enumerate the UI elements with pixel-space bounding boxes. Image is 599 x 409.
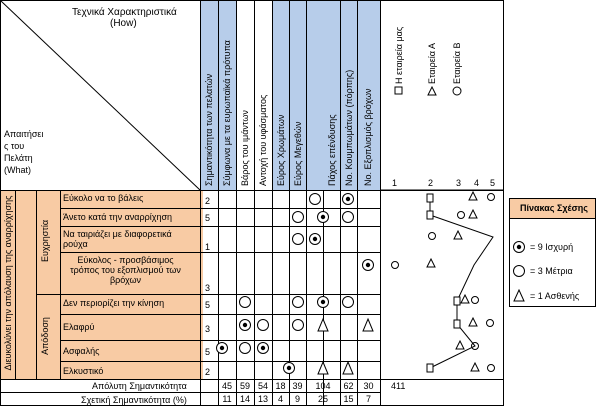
rel-4: 9 (294, 394, 300, 404)
scale-3: 3 (456, 178, 462, 188)
technical-sub: (How) (110, 18, 137, 29)
rel-5: 25 (317, 394, 328, 404)
row-label-2: Να ταιριάζει με διαφορετικά ρούχα (63, 229, 172, 249)
rel-strong (309, 233, 321, 245)
scale-4: 4 (474, 178, 480, 188)
abs-0: 45 (221, 381, 232, 391)
abs-5: 104 (315, 381, 331, 391)
rel-medium (342, 296, 354, 308)
rel-medium (292, 319, 304, 331)
abs-6: 62 (343, 381, 354, 391)
row-label-0: Εύκολο να το βάλεις (63, 193, 144, 203)
abs-total: 411 (391, 381, 406, 391)
legend-medium: = 3 Μέτρια (530, 266, 573, 276)
importance-2: 1 (205, 242, 211, 252)
square-icon (394, 86, 403, 95)
rel-medium (292, 296, 304, 308)
abs-4: 39 (292, 381, 303, 391)
relative-label: Σχετική Σημαντικότητα (%) (81, 395, 187, 405)
rel-strong (216, 342, 228, 354)
scale-1: 1 (392, 178, 398, 188)
importance-0: 2 (205, 196, 211, 206)
importance-1: 5 (205, 213, 211, 223)
importance-7: 2 (205, 367, 211, 377)
absolute-label: Απόλυτη Σημαντικότητα (92, 381, 187, 391)
customer-req-line-3: Πελάτη (4, 153, 33, 163)
rel-strong (257, 342, 269, 354)
row-label-5: Ελαφρύ (63, 322, 95, 332)
rel-medium (309, 193, 321, 205)
abs-7: 30 (363, 381, 374, 391)
abs-3: 18 (275, 381, 286, 391)
rel-medium (239, 296, 251, 308)
rel-strong (362, 259, 374, 271)
rel-strong (317, 296, 329, 308)
rel-1: 14 (239, 394, 250, 404)
customer-req-line-2: ς του (4, 141, 25, 151)
abs-1: 59 (239, 381, 250, 391)
weak-symbol-icon (513, 289, 525, 302)
rel-6: 15 (343, 394, 354, 404)
rel-medium (239, 342, 251, 354)
medium-symbol-icon (513, 265, 525, 277)
legend-strong: = 9 Ισχυρή (530, 242, 574, 252)
row-label-6: Ασφαλής (63, 346, 100, 356)
abs-2: 54 (257, 381, 268, 391)
legend-title: Πίνακας Σχέσης (520, 203, 588, 213)
rel-weak (317, 318, 329, 332)
rel-medium (342, 211, 354, 223)
rel-3: 4 (277, 394, 283, 404)
rel-strong (342, 193, 354, 205)
rel-2: 13 (257, 394, 268, 404)
row-label-1: Άνετο κατά την αναρρίχηση (63, 212, 173, 222)
importance-3: 3 (205, 283, 211, 293)
circle-icon (452, 86, 462, 96)
customer-req-line-1: Απαιτήσει (4, 129, 44, 139)
row-label-4: Δεν περιορίζει την κίνηση (63, 298, 165, 308)
rel-medium (292, 233, 304, 245)
importance-6: 5 (205, 347, 211, 357)
importance-4: 5 (205, 300, 211, 310)
rel-medium (292, 211, 304, 223)
rel-0: 11 (222, 394, 232, 404)
scale-2: 2 (428, 178, 434, 188)
rel-strong (239, 319, 251, 331)
strong-symbol-icon (513, 241, 525, 253)
rel-medium (257, 319, 269, 331)
row-label-7: Ελκυστικό (63, 366, 104, 376)
importance-5: 3 (205, 324, 211, 334)
rel-weak (342, 361, 354, 375)
rel-strong (317, 211, 329, 223)
rel-weak (362, 318, 374, 332)
scale-5: 5 (490, 178, 496, 188)
customer-req-line-4: (What) (4, 165, 31, 175)
rel-weak (317, 361, 329, 375)
rel-strong (283, 362, 295, 374)
triangle-icon (427, 86, 437, 96)
technical-title: Τεχνικά Χαρακτηριστικά (72, 7, 177, 18)
row-label-3: Εύκολος - προσβάσιμος τρόπος του εξοπλισ… (70, 255, 181, 285)
legend-weak: = 1 Ασθενής (530, 291, 580, 301)
rel-7: 7 (365, 394, 371, 404)
